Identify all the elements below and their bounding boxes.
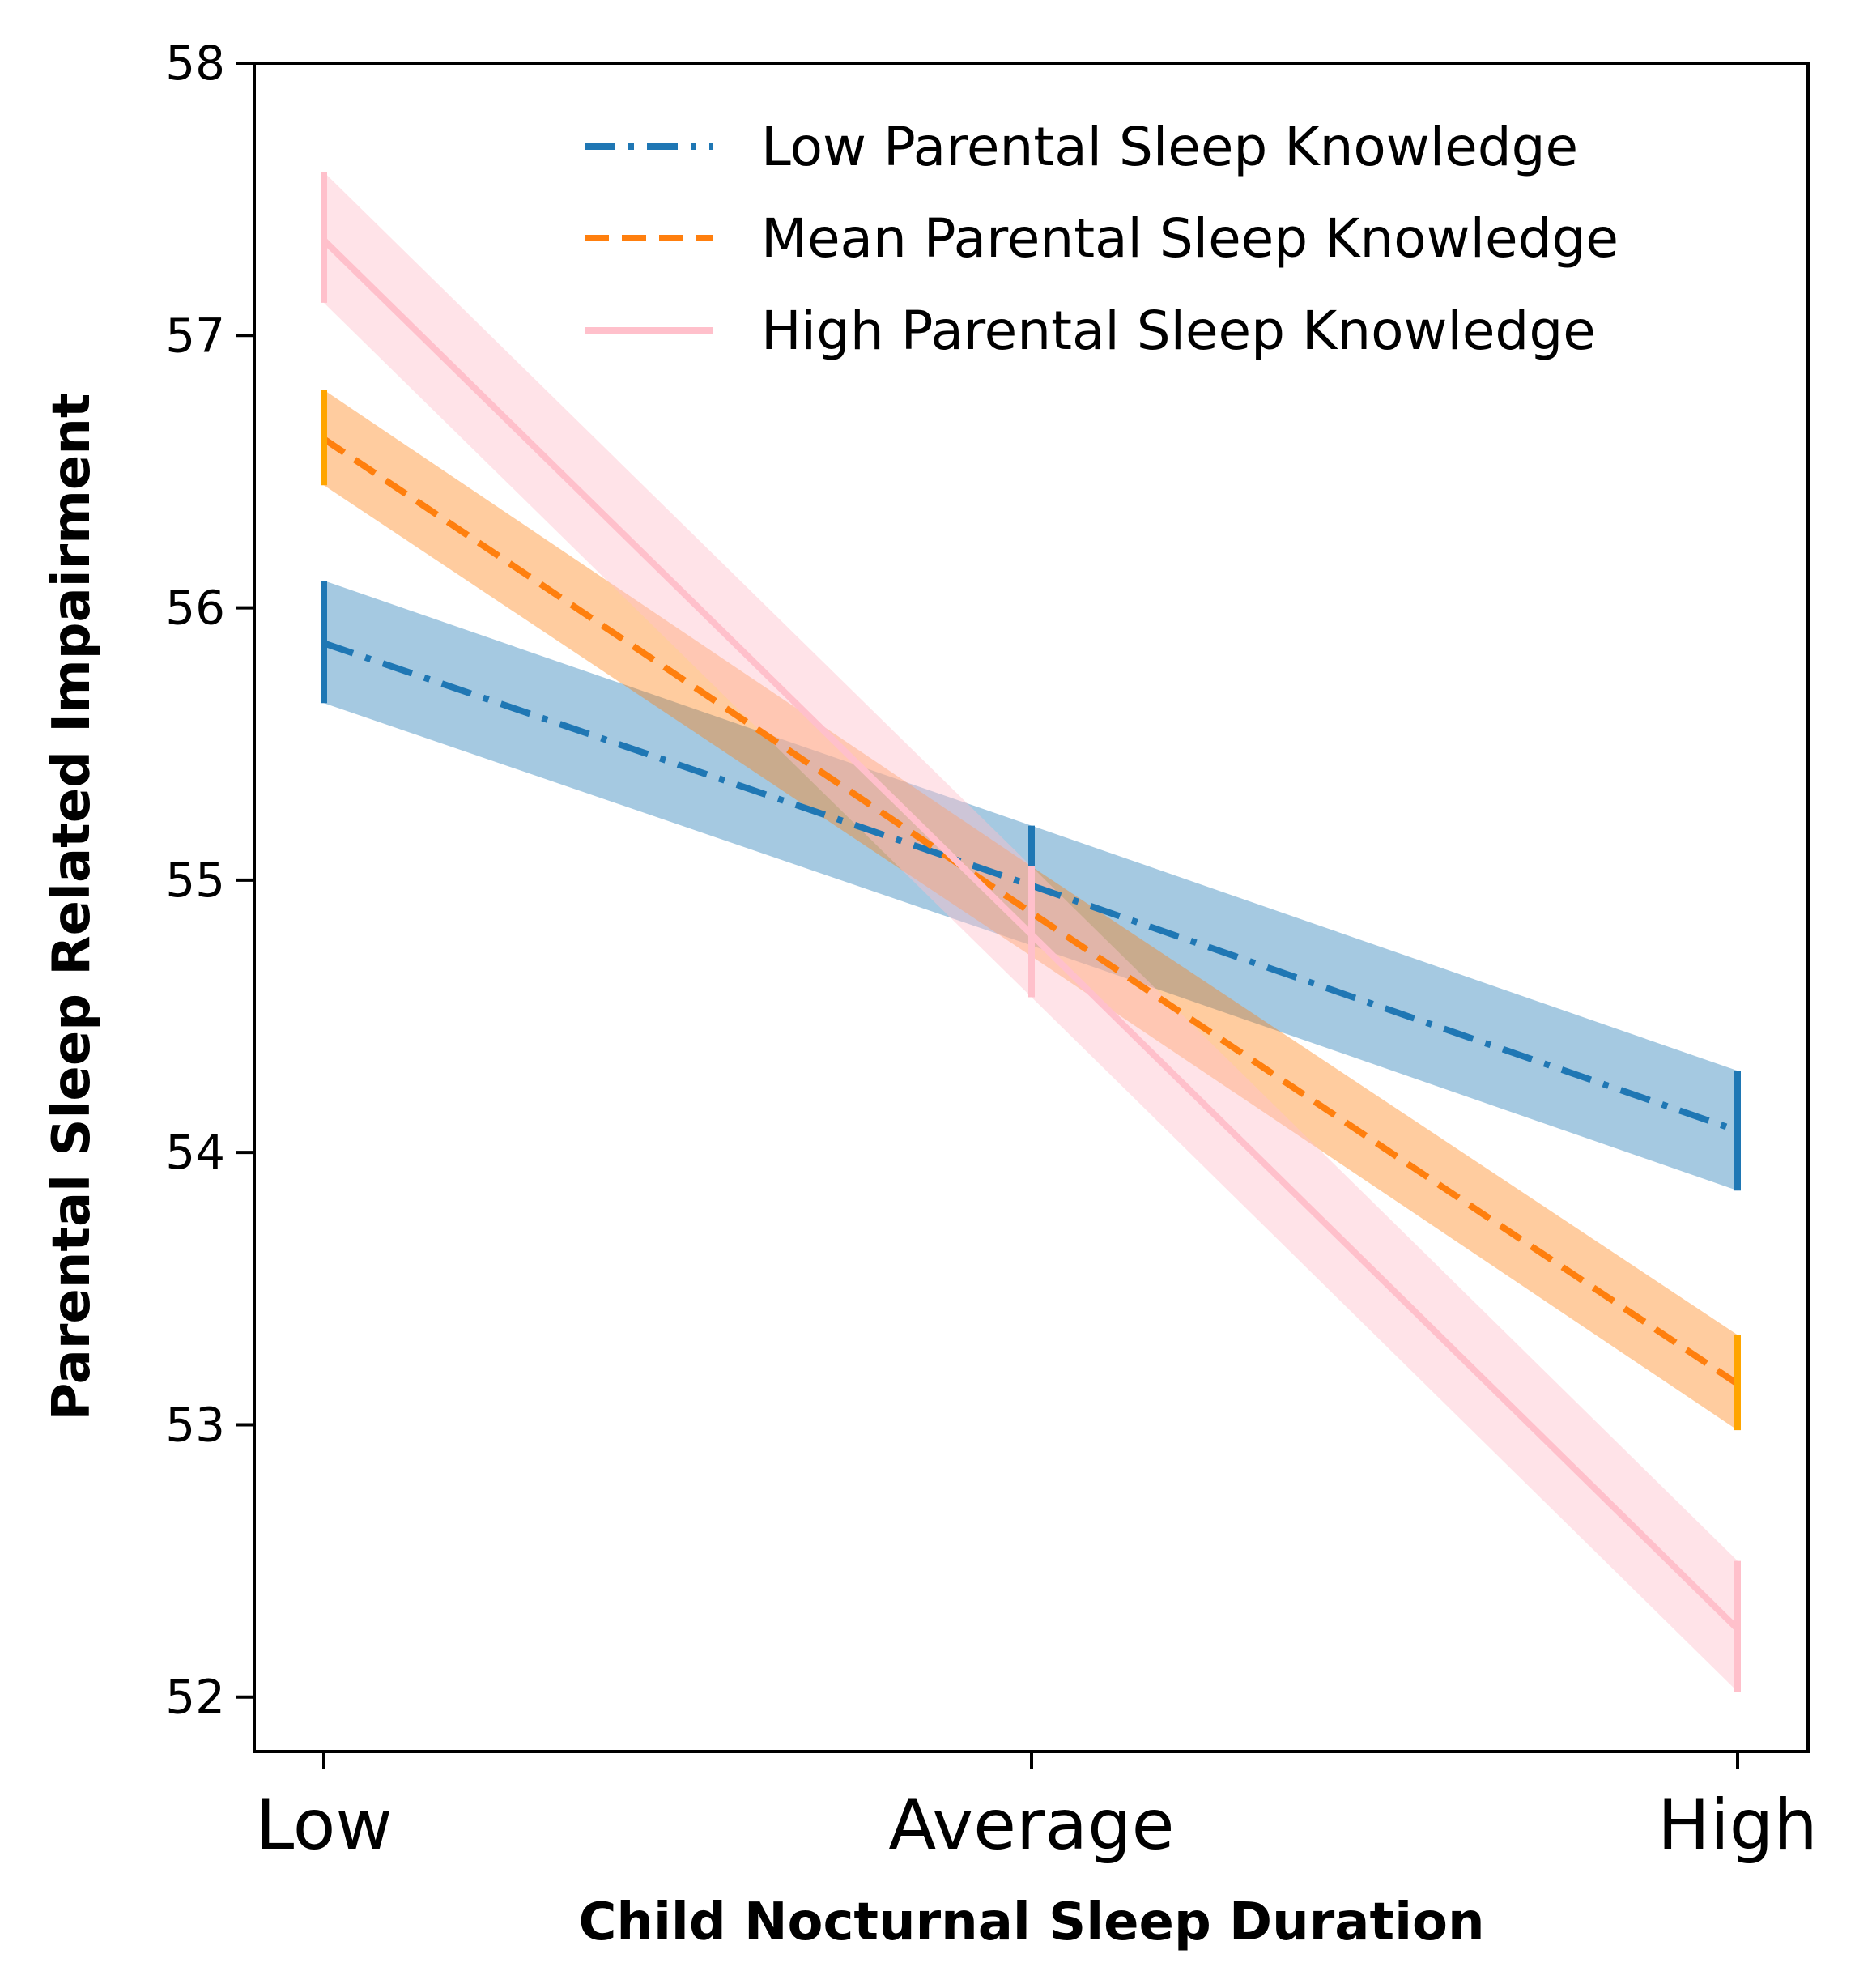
y-axis-title: Parental Sleep Related Impairment <box>42 394 102 1421</box>
y-tick-label: 52 <box>165 1670 225 1725</box>
legend: Low Parental Sleep Knowledge Mean Parenta… <box>585 116 1619 362</box>
legend-label-mean: Mean Parental Sleep Knowledge <box>761 207 1619 270</box>
error-bars <box>321 172 1741 1692</box>
y-axis-ticks: 52 53 54 55 56 57 58 <box>165 36 254 1725</box>
legend-label-high: High Parental Sleep Knowledge <box>761 300 1596 362</box>
y-tick-label: 54 <box>165 1125 225 1180</box>
line-mean-knowledge <box>321 436 1740 1387</box>
y-tick-label: 55 <box>165 853 225 908</box>
legend-label-low: Low Parental Sleep Knowledge <box>761 116 1578 178</box>
y-tick-label: 53 <box>165 1397 225 1452</box>
x-axis-ticks: Low Average High <box>255 1752 1818 1866</box>
x-tick-label-average: Average <box>888 1785 1174 1866</box>
x-tick-label-low: Low <box>255 1785 392 1866</box>
y-tick-label: 58 <box>165 36 225 91</box>
x-tick-label-high: High <box>1657 1785 1818 1866</box>
x-axis-title: Child Nocturnal Sleep Duration <box>578 1892 1484 1952</box>
y-tick-label: 57 <box>165 308 225 363</box>
y-tick-label: 56 <box>165 581 225 636</box>
